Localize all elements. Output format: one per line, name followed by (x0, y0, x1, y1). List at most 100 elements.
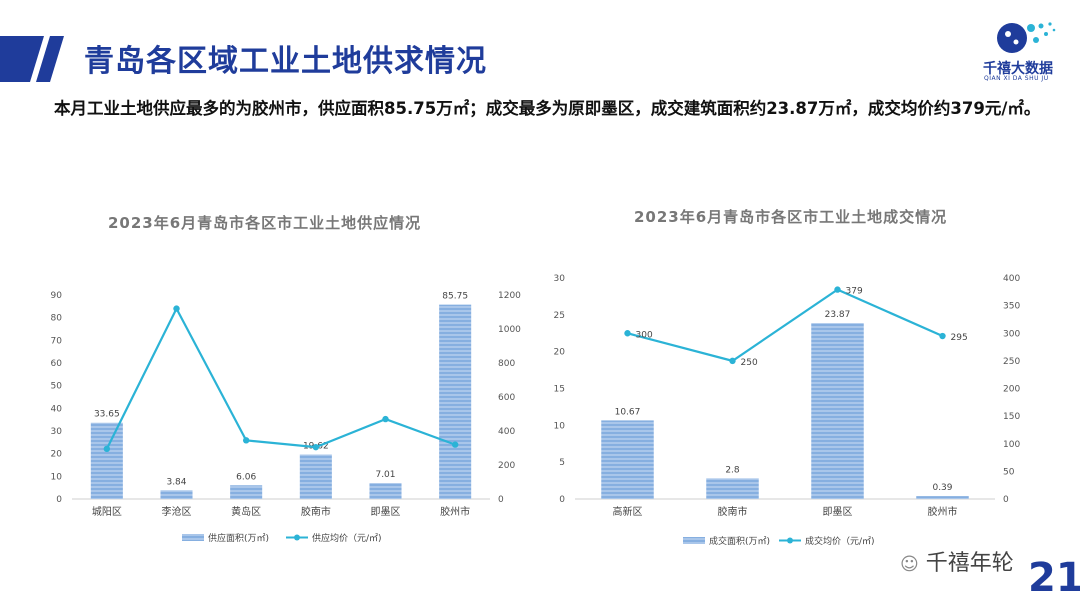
c1-ytick-right: 1000 (498, 325, 521, 335)
c2-line-label: 250 (741, 358, 758, 368)
c1-xtick: 黄岛区 (231, 505, 261, 518)
c1-legend-line-label: 供应均价（元/㎡) (312, 532, 382, 544)
c2-bar-label: 10.67 (615, 407, 641, 417)
c1-ytick-right: 0 (498, 495, 504, 505)
c1-xtick: 李沧区 (162, 505, 192, 518)
c1-ytick-right: 200 (498, 461, 515, 471)
summary-text: 本月工业土地供应最多的为胶州市，供应面积85.75万㎡；成交最多为原即墨区，成交… (54, 99, 1041, 118)
c1-bar (299, 454, 332, 499)
c1-line-point (451, 441, 459, 448)
c1-xtick: 即墨区 (371, 506, 401, 518)
watermark: ☺ 千禧年轮 (900, 545, 1014, 577)
c1-line (105, 306, 456, 450)
c2-ytick-left: 5 (559, 458, 565, 468)
c2-ytick-right: 50 (1003, 467, 1015, 477)
c2-bar (601, 420, 654, 499)
c1-bar (439, 304, 472, 499)
c2-legend-line-label: 成交均价（元/㎡) (805, 535, 875, 547)
c2-line-label: 295 (951, 333, 968, 343)
c1-line-point (103, 445, 111, 453)
c1-ytick-left: 60 (51, 359, 63, 369)
c1-legend-line-dot (294, 534, 300, 541)
c2-ytick-right: 250 (1003, 357, 1020, 367)
c2-legend-line-dot (787, 537, 793, 544)
c2-legend-bar-label: 成交面积(万㎡) (709, 535, 770, 547)
c2-line-point (834, 286, 841, 293)
c1-ytick-left: 10 (51, 472, 63, 482)
c1-ytick-left: 50 (51, 382, 63, 392)
c2-ytick-left: 20 (554, 348, 566, 358)
c2-ytick-right: 200 (1003, 385, 1020, 395)
c1-ytick-right: 400 (498, 427, 515, 437)
watermark-text: 千禧年轮 (925, 551, 1014, 576)
c2-line-point (939, 332, 946, 340)
c2-ytick-left: 15 (554, 385, 565, 395)
c2-xtick: 即墨区 (823, 506, 853, 518)
c1-bar (230, 485, 263, 499)
c2-xtick: 胶南市 (718, 505, 748, 518)
c1-ytick-right: 1200 (498, 291, 521, 301)
c1-bar-label: 33.65 (94, 410, 120, 420)
c1-ytick-left: 40 (51, 404, 63, 414)
c2-line-label: 379 (846, 287, 863, 297)
supply-chart: 0 10 20 30 40 50 60 70 80 90 0 200 400 600 800 1000 1200… (51, 291, 522, 544)
c2-legend-bar-swatch (683, 537, 705, 544)
page-title: 青岛各区域工业土地供求情况 (84, 44, 487, 79)
c1-ytick-right: 800 (498, 359, 515, 369)
logo-subtitle: QIAN XI DA SHU JU (984, 75, 1049, 82)
c2-bar-label: 2.8 (725, 465, 740, 475)
c1-bar (160, 490, 193, 499)
c1-ytick-left: 0 (56, 495, 62, 505)
c1-ytick-left: 20 (51, 450, 63, 460)
c1-ytick-left: 70 (51, 336, 63, 346)
c1-line-point (312, 443, 320, 451)
c2-line-point (624, 330, 631, 337)
c2-bar-label: 23.87 (825, 310, 851, 320)
c1-xtick: 城阳区 (92, 506, 122, 518)
deal-chart: 05101520253005010015020025030035040010.6… (554, 274, 1021, 547)
c1-line-point (382, 415, 389, 423)
c2-line-point (729, 357, 736, 365)
c2-ytick-left: 0 (559, 495, 565, 505)
c2-line-label: 300 (636, 330, 653, 340)
c2-bar (916, 496, 969, 499)
c1-legend-bar-swatch (182, 534, 204, 541)
wechat-icon: ☺ (900, 554, 919, 575)
c2-ytick-right: 400 (1003, 274, 1020, 284)
c1-ytick-left: 30 (51, 427, 63, 437)
c1-xtick: 胶州市 (440, 505, 470, 518)
c2-ytick-right: 0 (1003, 495, 1009, 505)
logo-dots-icon (997, 22, 1056, 53)
c2-ytick-left: 25 (554, 311, 565, 321)
c2-ytick-left: 30 (554, 274, 566, 284)
c1-bar (369, 483, 402, 499)
c1-line-point (242, 437, 250, 444)
c1-bar-label: 7.01 (375, 470, 395, 480)
logo-name: 千禧大数据 (983, 61, 1053, 77)
c2-xtick: 胶州市 (928, 505, 958, 518)
page-number: 21 (1028, 555, 1080, 601)
c2-line (627, 288, 943, 363)
c1-bar-label: 6.06 (236, 472, 256, 482)
c1-bar (90, 422, 123, 499)
c1-xtick: 胶南市 (301, 505, 331, 518)
c2-ytick-right: 100 (1003, 440, 1020, 450)
c1-legend-bar-label: 供应面积(万㎡) (208, 532, 269, 544)
c1-bar-label: 85.75 (442, 292, 468, 302)
c2-xtick: 高新区 (613, 505, 643, 518)
header-accent-bars (0, 36, 64, 82)
c1-ytick-right: 600 (498, 393, 515, 403)
c1-bar-label: 3.84 (166, 477, 186, 487)
c2-bar (706, 478, 759, 499)
c2-ytick-right: 300 (1003, 329, 1020, 339)
c1-ytick-left: 90 (51, 291, 63, 301)
c2-bar-label: 0.39 (932, 483, 952, 493)
c1-line-point (173, 305, 180, 312)
chart1-title: 2023年6月青岛市各区市工业土地供应情况 (108, 214, 422, 232)
chart2-title: 2023年6月青岛市各区市工业土地成交情况 (634, 208, 948, 226)
c2-ytick-left: 10 (554, 421, 566, 431)
c1-ytick-left: 80 (51, 314, 63, 324)
c2-ytick-right: 150 (1003, 412, 1020, 422)
c2-bar (811, 323, 864, 499)
c2-ytick-right: 350 (1003, 302, 1020, 312)
